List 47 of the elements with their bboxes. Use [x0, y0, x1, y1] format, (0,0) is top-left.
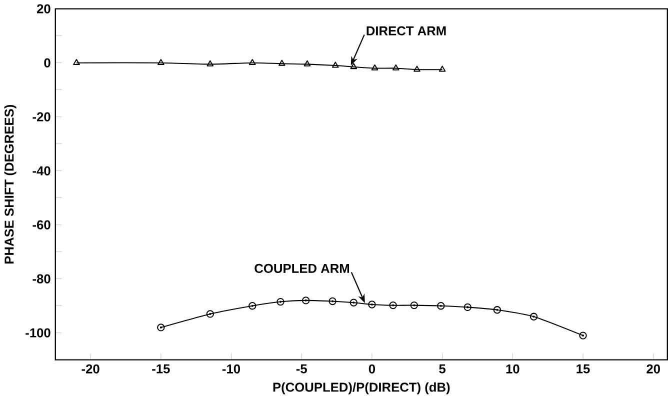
- x-tick-label: 10: [506, 364, 520, 374]
- point: [414, 66, 420, 72]
- point: [368, 300, 376, 309]
- x-tick-label: -5: [296, 364, 307, 374]
- x-tick-label: 20: [646, 364, 660, 374]
- point: [157, 324, 165, 332]
- point: [371, 64, 378, 71]
- point: [464, 304, 472, 312]
- point: [157, 59, 164, 66]
- x-tick-label: 15: [576, 364, 590, 374]
- point: [392, 64, 400, 71]
- y-tick-label: -60: [32, 220, 50, 230]
- y-tick-label: -40: [32, 166, 50, 176]
- point: [579, 332, 587, 340]
- point: [304, 60, 311, 67]
- point: [278, 60, 286, 66]
- point: [438, 66, 446, 72]
- point: [530, 312, 538, 321]
- point: [332, 62, 339, 68]
- y-tick-label: 20: [36, 4, 50, 14]
- point: [248, 59, 256, 66]
- point: [248, 302, 256, 310]
- point: [73, 59, 80, 66]
- x-tick-label: -10: [222, 364, 240, 374]
- point: [389, 302, 397, 310]
- x-axis-title: P(COUPLED)/P(DIRECT) (dB): [273, 382, 450, 395]
- point: [276, 298, 284, 306]
- y-axis-title: PHASE SHIFT (DEGREES): [4, 105, 16, 264]
- point: [302, 296, 310, 305]
- point: [206, 60, 214, 67]
- x-tick-label: 0: [368, 364, 376, 374]
- point: [350, 298, 358, 307]
- y-tick-label: 0: [44, 58, 50, 68]
- y-tick-label: -80: [32, 274, 50, 284]
- annotation: DIRECT ARM: [366, 26, 446, 36]
- point: [410, 302, 418, 310]
- x-tick-label: 5: [439, 364, 446, 374]
- point: [437, 302, 445, 310]
- annotation: COUPLED ARM: [254, 264, 350, 274]
- x-tick-label: -20: [82, 364, 100, 374]
- point: [206, 310, 214, 318]
- x-tick-label: -15: [152, 364, 170, 374]
- y-tick-label: -100: [26, 328, 50, 338]
- point: [493, 306, 502, 314]
- point: [350, 63, 358, 70]
- point: [328, 298, 336, 306]
- y-tick-label: -20: [32, 112, 50, 122]
